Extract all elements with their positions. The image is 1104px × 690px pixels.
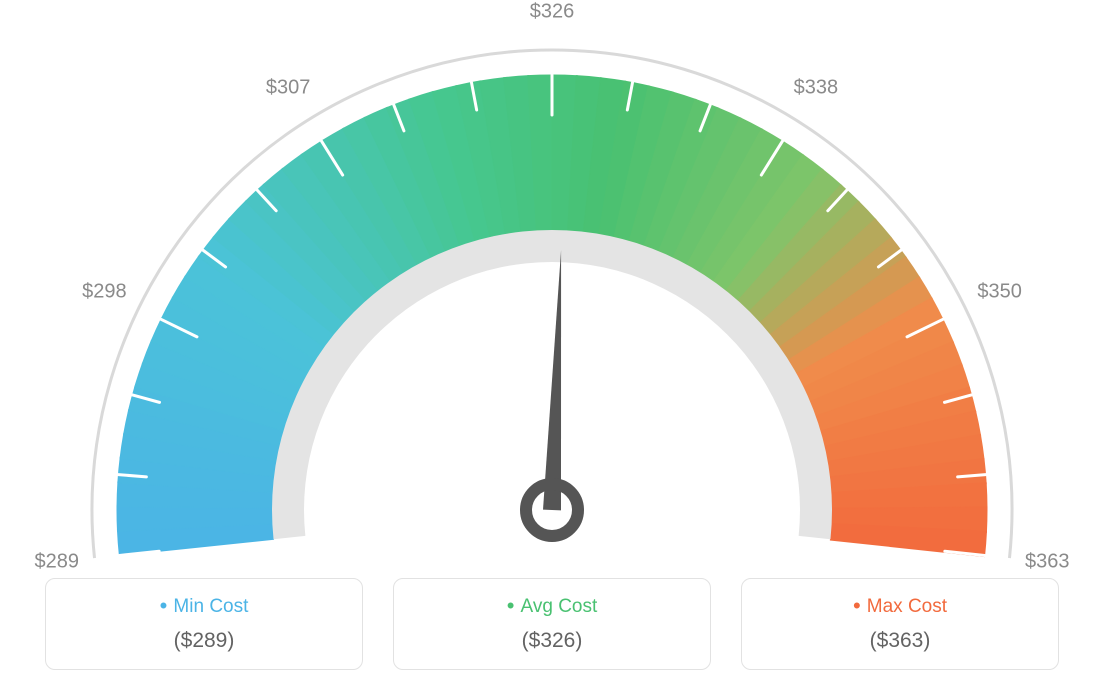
gauge-tick-label: $298 xyxy=(82,280,127,303)
legend-label-min: Min Cost xyxy=(56,593,352,619)
legend-row: Min Cost ($289) Avg Cost ($326) Max Cost… xyxy=(0,578,1104,670)
legend-label-max: Max Cost xyxy=(752,593,1048,619)
legend-value-avg: ($326) xyxy=(404,629,700,653)
gauge-tick-label: $326 xyxy=(530,1,575,24)
legend-card-max: Max Cost ($363) xyxy=(741,578,1059,670)
gauge-tick-label: $338 xyxy=(794,76,839,99)
gauge-tick-label: $289 xyxy=(34,551,79,574)
legend-value-max: ($363) xyxy=(752,629,1048,653)
legend-label-avg: Avg Cost xyxy=(404,593,700,619)
gauge-area: $289$298$307$326$338$350$363 xyxy=(0,0,1104,560)
gauge-tick-label: $307 xyxy=(266,76,311,99)
gauge-chart xyxy=(0,0,1104,560)
cost-gauge-widget: $289 $298 $307 $326 $338 $350 $363 Min Cost ($… xyxy=(0,0,1104,690)
legend-card-min: Min Cost ($289) xyxy=(45,578,363,670)
gauge-tick-label: $363 xyxy=(1025,551,1070,574)
gauge-tick-label: $350 xyxy=(977,280,1022,303)
legend-card-avg: Avg Cost ($326) xyxy=(393,578,711,670)
legend-value-min: ($289) xyxy=(56,629,352,653)
